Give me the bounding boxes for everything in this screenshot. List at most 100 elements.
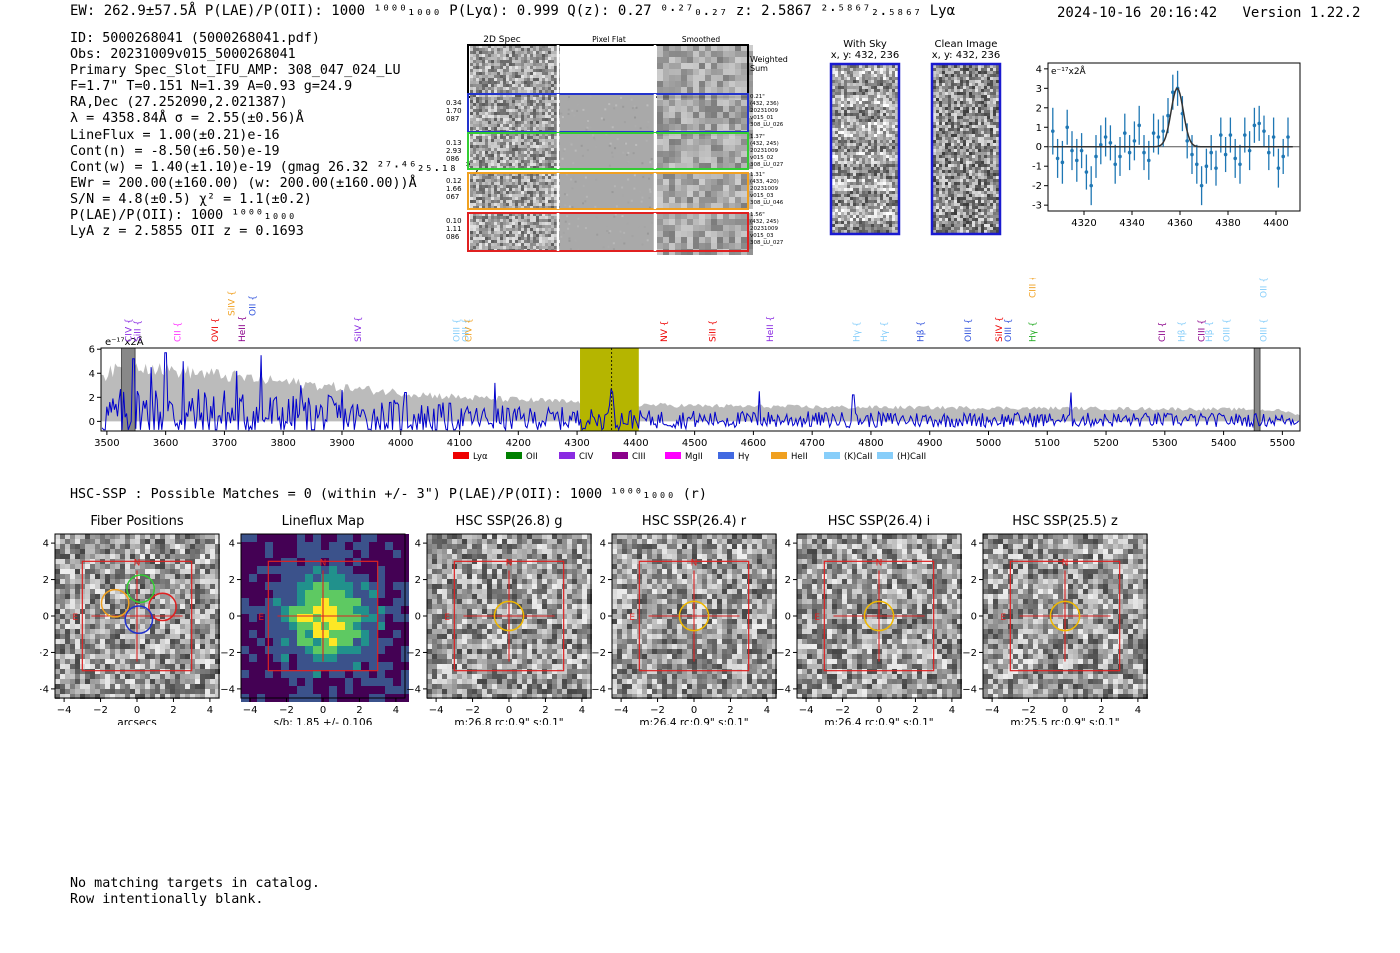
pixel (859, 83, 862, 86)
pixel (568, 96, 571, 99)
pixel (545, 118, 548, 121)
pixel (844, 176, 847, 179)
pixel (990, 173, 993, 176)
pixel (470, 90, 473, 93)
pixel (729, 87, 735, 93)
pixel (853, 170, 856, 173)
pixel (859, 167, 862, 170)
pixel (945, 116, 948, 119)
pixel (491, 157, 494, 160)
pixel (473, 185, 476, 188)
pixel (515, 145, 518, 148)
pixel (886, 167, 889, 170)
pixel (975, 74, 978, 77)
pixel (954, 101, 957, 104)
pixel (933, 137, 936, 140)
pixel (832, 182, 835, 185)
pixel (551, 203, 554, 206)
pixel (494, 176, 497, 179)
pixel (895, 203, 898, 206)
pixel (969, 74, 972, 77)
pixel (515, 84, 518, 87)
pixel (488, 57, 491, 60)
pixel (482, 90, 485, 93)
pixel (518, 124, 521, 127)
pixel (473, 160, 476, 163)
pixel (711, 139, 717, 145)
pixel (500, 54, 503, 57)
pixel (993, 110, 996, 113)
pixel (482, 72, 485, 75)
pixel (966, 149, 969, 152)
pixel (491, 69, 494, 72)
pixel (488, 240, 491, 243)
pixel (936, 149, 939, 152)
pixel (542, 94, 545, 97)
pixel (542, 222, 545, 225)
pixel (699, 118, 705, 124)
pixel (865, 110, 868, 113)
pixel (542, 157, 545, 160)
pixel (518, 133, 521, 136)
pixel (476, 136, 479, 139)
pixel (500, 154, 503, 157)
pixel (521, 97, 524, 100)
pixel (832, 161, 835, 164)
pixel (847, 140, 850, 143)
pixel (539, 45, 542, 48)
pixel (476, 188, 479, 191)
info-line: Cont(n) = -8.50(±6.50)e-19 (70, 143, 280, 159)
pixel (847, 206, 850, 209)
pixel (497, 124, 500, 127)
pixel (551, 112, 554, 115)
pixel (729, 157, 735, 163)
pixel (954, 122, 957, 125)
pixel (871, 215, 874, 218)
pixel (957, 77, 960, 80)
pixel (524, 48, 527, 51)
pixel (485, 160, 488, 163)
pixel (640, 204, 643, 207)
pixel (735, 139, 741, 145)
pixel (880, 134, 883, 137)
pixel (518, 81, 521, 84)
pixel (494, 142, 497, 145)
pixel (735, 243, 741, 249)
pixel (482, 243, 485, 246)
pixel (705, 237, 711, 243)
pixel (880, 104, 883, 107)
info-line: LineFlux = 1.00(±0.21)e-16 (70, 127, 280, 143)
pixel (602, 118, 605, 121)
pixel (530, 84, 533, 87)
pixel (862, 176, 865, 179)
pixel (530, 154, 533, 157)
pixel (832, 173, 835, 176)
col-title-2dspec: 2D Spec (483, 35, 520, 45)
pixel (548, 145, 551, 148)
pixel (957, 158, 960, 161)
pixel (473, 75, 476, 78)
pixel (963, 92, 966, 95)
pixel (865, 140, 868, 143)
pixel (648, 196, 651, 199)
pixel (844, 203, 847, 206)
pixel (663, 63, 669, 69)
pixel (981, 125, 984, 128)
pixel (862, 164, 865, 167)
pixel (856, 116, 859, 119)
pixel (957, 173, 960, 176)
pixel (503, 136, 506, 139)
pixel (966, 95, 969, 98)
pixel (479, 154, 482, 157)
pixel (574, 239, 577, 242)
pixel (669, 100, 675, 106)
pixel (838, 203, 841, 206)
pixel (892, 95, 895, 98)
pixel (735, 75, 741, 81)
pixel (886, 149, 889, 152)
pixel (948, 101, 951, 104)
pixel (723, 139, 729, 145)
pixel (972, 173, 975, 176)
pixel (895, 230, 898, 233)
pixel (485, 133, 488, 136)
